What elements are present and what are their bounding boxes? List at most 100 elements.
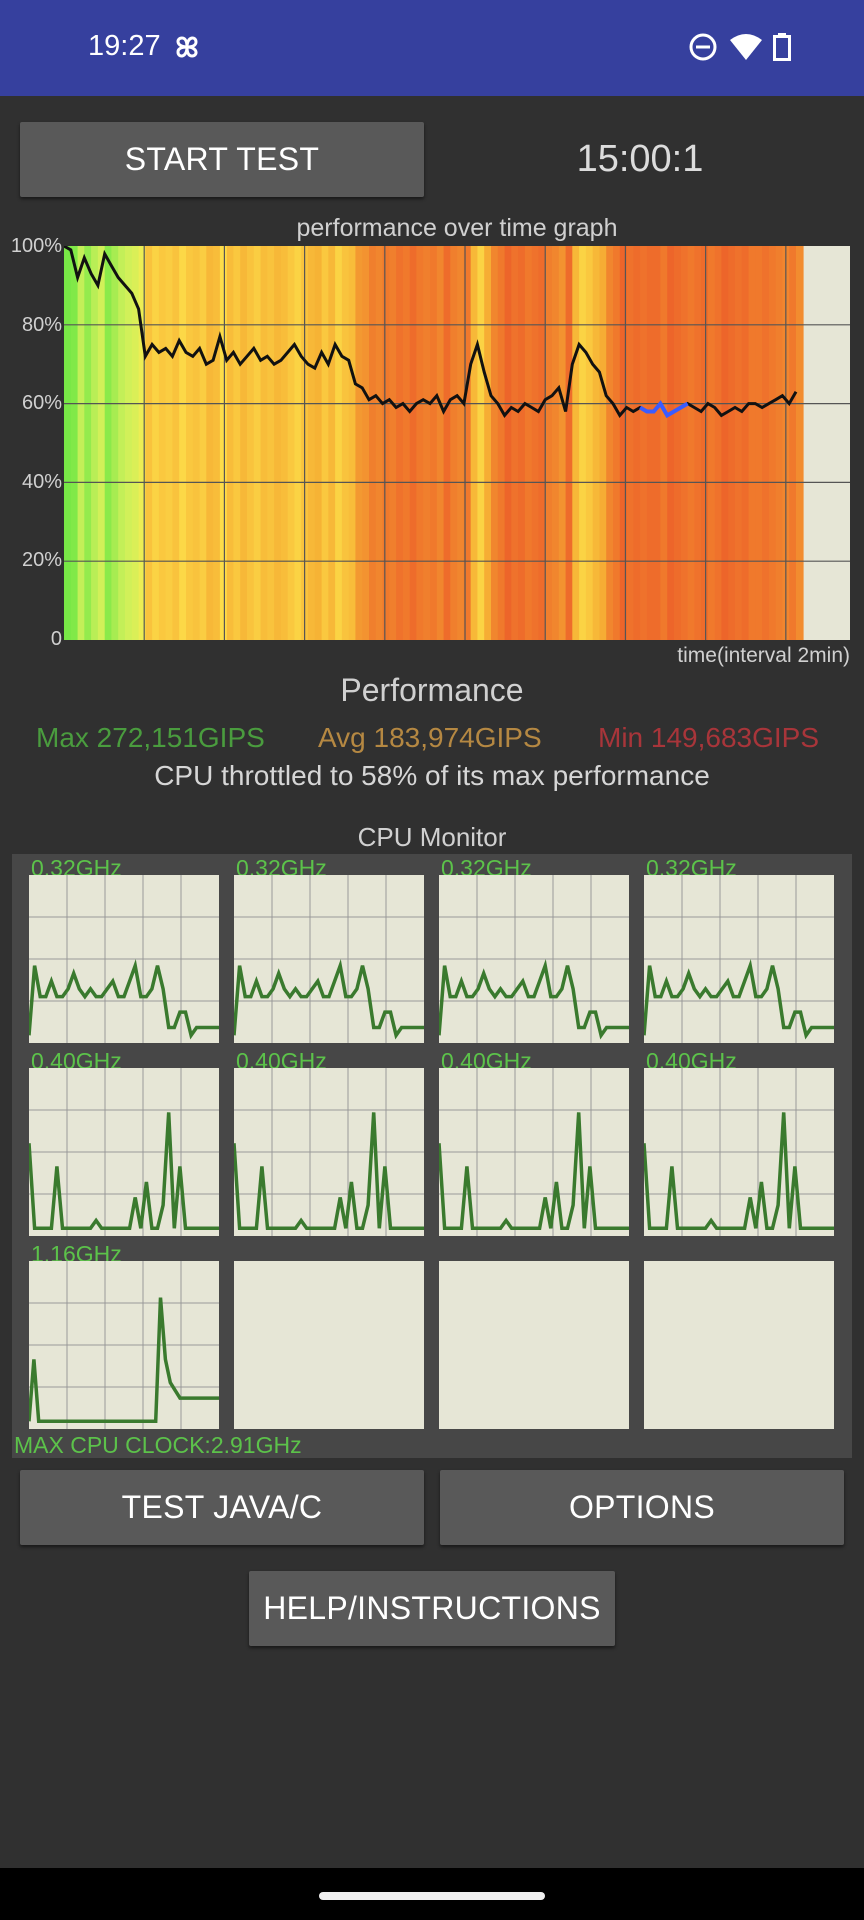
core-load-line [644,1112,834,1231]
graph-title: performance over time graph [296,214,618,242]
performance-bar [457,246,465,640]
performance-bar [104,246,113,640]
performance-bar [382,246,391,640]
status-bar: 19:27 [0,0,864,96]
start-test-button[interactable]: START TEST [20,122,424,197]
performance-bar [613,246,621,640]
core-load-line [234,958,424,1040]
performance-bar [680,246,689,640]
performance-bar [375,246,384,640]
performance-bar [348,246,357,640]
performance-bar [484,246,492,640]
performance-bar [633,246,641,640]
help-instructions-button[interactable]: HELP/INSTRUCTIONS [249,1571,615,1646]
performance-bar [755,246,763,640]
y-tick-label: 0 [50,628,62,650]
performance-bar [653,246,662,640]
core-graph [644,1068,834,1236]
performance-bar [640,246,648,640]
performance-bar [436,246,445,640]
core-load-line [644,958,834,1040]
performance-bar [341,246,350,640]
performance-bar [538,246,546,640]
throttle-text: CPU throttled to 58% of its max performa… [154,760,710,791]
performance-bar [274,246,282,640]
core-graph [439,1261,629,1429]
performance-bar [247,246,255,640]
performance-bar [64,246,72,640]
performance-bar [599,246,607,640]
performance-bar [158,246,167,640]
performance-bar [511,246,519,640]
performance-bar [565,246,574,640]
performance-bar [735,246,743,640]
performance-bar [450,246,458,640]
performance-bar [423,246,431,640]
performance-bar [694,246,702,640]
performance-bar [707,246,716,640]
core-graph [234,1261,424,1429]
core-graph [29,875,219,1043]
test-java-c-button[interactable]: TEST JAVA/C [20,1470,424,1545]
performance-bar [789,246,797,640]
performance-bar [186,246,194,640]
core-load-line [439,1112,629,1231]
performance-bar [531,246,540,640]
performance-bar [504,246,513,640]
core-graph [29,1068,219,1236]
performance-bar [409,246,418,640]
y-tick-label: 20% [21,549,62,571]
fan-icon [176,36,198,58]
core-graph [439,1068,629,1236]
core-load-line [29,1112,219,1231]
performance-bar [335,246,343,640]
performance-bar [321,246,330,640]
performance-bar [369,246,377,640]
performance-bar [138,246,147,640]
performance-bar [491,246,499,640]
home-gesture-handle[interactable] [319,1892,545,1900]
performance-bar [219,246,228,640]
performance-bar [389,246,397,640]
performance-bar [768,246,777,640]
performance-bar [518,246,526,640]
performance-bar [77,246,86,640]
performance-bar [701,246,709,640]
performance-bar [592,246,601,640]
performance-bar [267,246,275,640]
performance-bar [416,246,424,640]
performance-bar [314,246,323,640]
performance-bar [443,246,452,640]
performance-bar [172,246,180,640]
performance-bar [240,246,248,640]
performance-bar [796,246,804,640]
performance-bar [572,246,580,640]
avg-performance: Avg 183,974GIPS [318,722,542,753]
performance-bar [97,246,106,640]
core-load-line [439,958,629,1040]
status-time: 19:27 [88,30,161,62]
performance-bar [213,246,221,640]
performance-bar [118,246,126,640]
performance-bar [545,246,553,640]
performance-bar [287,246,296,640]
performance-bar [179,246,187,640]
performance-bar [463,246,472,640]
performance-bar [687,246,696,640]
performance-bar [70,246,79,640]
performance-bar [253,246,262,640]
performance-bar [470,246,479,640]
performance-bar [165,246,174,640]
core-graph [439,875,629,1043]
performance-bar [192,246,201,640]
wifi-icon [730,34,762,60]
chart-grid [64,246,850,640]
options-button[interactable]: OPTIONS [440,1470,844,1545]
performance-bar [721,246,729,640]
max-performance: Max 272,151GIPS [36,722,265,753]
performance-bar [741,246,750,640]
core-graph [644,875,834,1043]
core-graph [234,1068,424,1236]
performance-bar [497,246,506,640]
performance-bar [125,246,133,640]
